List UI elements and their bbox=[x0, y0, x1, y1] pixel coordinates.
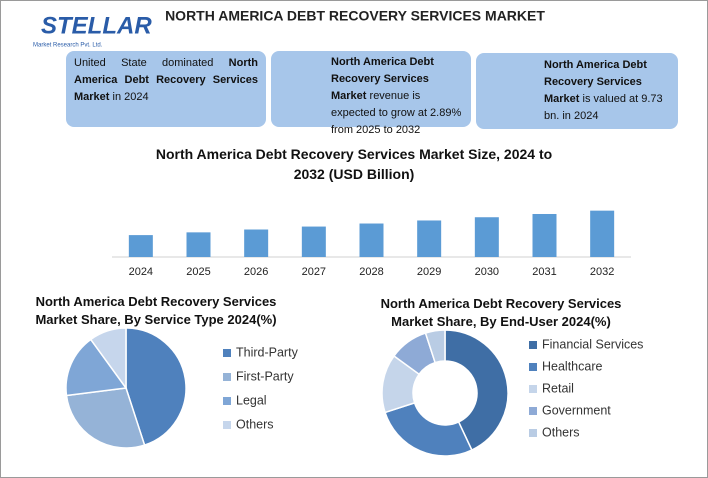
pie-slice bbox=[65, 338, 128, 397]
legend-label: Healthcare bbox=[542, 359, 602, 373]
bar bbox=[532, 213, 557, 257]
x-tick-label: 2031 bbox=[532, 266, 556, 278]
legend-swatch bbox=[529, 407, 537, 415]
info-text: is valued at 9.73 bn. in 2024 bbox=[544, 93, 663, 122]
info-box: North America Debt Recovery Services Mar… bbox=[476, 53, 678, 129]
legend-swatch bbox=[529, 363, 537, 371]
x-tick-label: 2024 bbox=[129, 266, 153, 278]
bar bbox=[359, 223, 384, 257]
legend-label: First-Party bbox=[236, 369, 294, 383]
x-tick-label: 2029 bbox=[417, 266, 441, 278]
x-tick-label: 2028 bbox=[359, 266, 383, 278]
info-text: United State dominated bbox=[74, 57, 229, 69]
bar bbox=[186, 232, 211, 257]
bar bbox=[474, 217, 499, 257]
legend-label: Legal bbox=[236, 393, 267, 407]
bar bbox=[590, 210, 615, 257]
legend-swatch bbox=[223, 373, 231, 381]
bar bbox=[417, 220, 442, 257]
legend-swatch bbox=[223, 421, 231, 429]
legend-label: Others bbox=[542, 425, 580, 439]
legend-label: Retail bbox=[542, 381, 574, 395]
info-box: North America Debt Recovery Services Mar… bbox=[271, 51, 471, 136]
logo: STELLAR bbox=[41, 12, 152, 39]
page-title: NORTH AMERICA DEBT RECOVERY SERVICES MAR… bbox=[165, 8, 545, 24]
info-text: North America Debt Recovery Services Mar… bbox=[74, 57, 258, 103]
chart-title: North America Debt Recovery Services Mar… bbox=[155, 146, 553, 182]
info-text: in 2024 bbox=[109, 91, 149, 103]
info-text: North America Debt Recovery Services Mar… bbox=[331, 56, 434, 102]
logo-tagline: Market Research Pvt. Ltd. bbox=[33, 43, 103, 49]
bar bbox=[301, 226, 326, 257]
chart-title: North America Debt Recovery Services Mar… bbox=[380, 296, 622, 329]
donut-segment bbox=[444, 329, 509, 452]
legend-swatch bbox=[529, 429, 537, 437]
x-tick-label: 2027 bbox=[302, 266, 326, 278]
bar bbox=[128, 235, 153, 257]
donut-segment bbox=[424, 329, 446, 364]
x-tick-label: 2032 bbox=[590, 266, 614, 278]
legend-swatch bbox=[529, 341, 537, 349]
pie-slice bbox=[125, 327, 187, 447]
legend-label: Others bbox=[236, 417, 274, 431]
legend-swatch bbox=[529, 385, 537, 393]
legend-swatch bbox=[223, 397, 231, 405]
info-text: revenue is expected to grow at 2.89% fro… bbox=[331, 90, 462, 136]
x-tick-label: 2030 bbox=[475, 266, 499, 278]
info-text: North America Debt Recovery Services Mar… bbox=[544, 59, 647, 105]
pie-slice bbox=[89, 327, 127, 391]
bar bbox=[244, 229, 269, 257]
legend-label: Government bbox=[542, 403, 611, 417]
legend-label: Third-Party bbox=[236, 345, 299, 359]
x-tick-label: 2026 bbox=[244, 266, 268, 278]
donut-segment bbox=[384, 401, 473, 457]
chart-title: North America Debt Recovery Services Mar… bbox=[35, 294, 277, 327]
legend-swatch bbox=[223, 349, 231, 357]
info-box: United State dominated North America Deb… bbox=[66, 51, 266, 127]
legend-label: Financial Services bbox=[542, 337, 643, 351]
pie-slice bbox=[65, 387, 146, 449]
x-tick-label: 2025 bbox=[186, 266, 210, 278]
